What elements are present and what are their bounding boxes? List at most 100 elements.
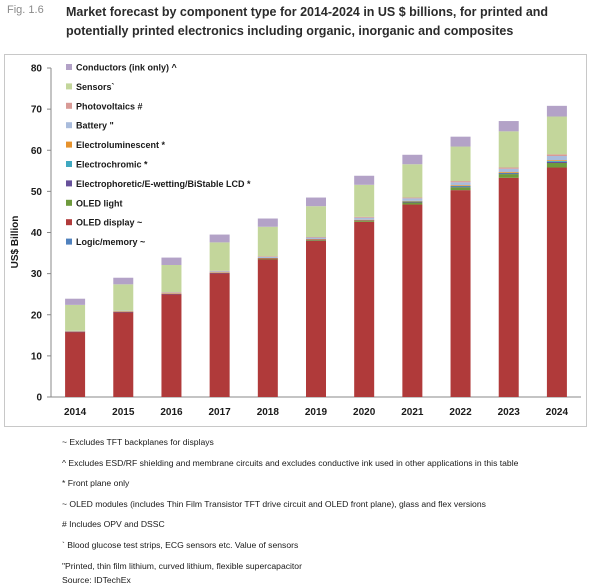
x-tick-label: 2023 [498,407,521,418]
bar-segment [546,167,567,397]
bar-segment [257,256,278,257]
bar-segment [113,310,134,312]
bar-segment [402,164,423,198]
bar-segment [161,257,182,265]
y-tick-label: 50 [31,187,43,198]
bar-segment [450,182,471,186]
bar-segment [113,312,134,397]
bar-segment [402,154,423,165]
bar-segment [209,273,230,397]
y-tick-label: 10 [31,351,43,362]
bar-segment [113,311,134,313]
bar-segment [209,272,230,273]
legend-label: Conductors (ink only) ^ [76,63,177,73]
bar-segment [402,197,423,199]
y-tick-label: 60 [31,146,43,157]
legend-label: Logic/memory ~ [76,237,145,247]
bar-segment [161,294,182,397]
bar-segment [306,239,326,241]
bar-segment [354,184,375,217]
bar-segment [161,292,182,293]
bar-segment [498,131,519,168]
bar-segment [257,259,278,397]
legend-label: Photovoltaics # [76,101,143,111]
bar-segment [306,240,326,397]
x-tick-label: 2017 [209,407,232,418]
bar-segment [306,197,326,207]
legend-swatch [66,64,72,70]
chart-title: Market forecast by component type for 20… [66,5,549,38]
bar-segment [354,221,375,397]
y-tick-label: 0 [36,393,42,404]
legend-swatch [66,141,72,148]
legend: Conductors (ink only) ^ Sensors` Photovolt… [66,63,251,247]
bar-segment [402,201,423,202]
footnote: ~ OLED modules (includes Thin Film Trans… [62,498,486,509]
bar-segment [161,264,182,293]
bar-segment [450,181,471,183]
bar-segment [113,311,134,313]
bar-segment [161,292,182,294]
bar-segment [402,198,423,201]
bar-segment [209,272,230,274]
x-tick-label: 2016 [160,407,183,418]
y-tick-label: 20 [31,310,43,321]
footnote: * Front plane only [62,478,130,489]
x-tick-label: 2022 [449,407,472,418]
legend-swatch [66,238,72,245]
x-axis: 2014 2015 2016 2017 2018 2019 2020 2021 2022 2023… [51,396,581,418]
bar-segment [65,304,86,331]
bar-segment [450,185,471,187]
bar-segment [354,219,375,221]
source-note: Source: IDTechEx [62,575,131,585]
bar-segment [161,293,182,294]
bar-segment [546,161,567,163]
y-tick-label: 80 [31,64,43,75]
bar-segment [161,293,182,295]
bar-segment [498,172,519,173]
figure-label: Fig. 1.6 [7,4,44,16]
bar-segment [498,167,519,169]
bar-segment [450,146,471,182]
bar-segment [209,270,230,272]
x-tick-label: 2019 [305,407,328,418]
legend-swatch [66,199,72,206]
legend-label: Electroluminescent * [76,140,166,150]
x-tick-label: 2015 [112,407,135,418]
bar-segment [257,256,278,258]
legend-swatch [66,122,72,129]
bar-segment [65,298,86,305]
x-tick-label: 2020 [353,407,376,418]
bar-segment [257,226,278,257]
bar-segment [402,202,423,205]
footnote: ~ Excludes TFT backplanes for displays [62,437,214,447]
bar-segment [257,258,278,260]
y-tick-label: 70 [31,105,43,116]
legend-label: Electrophoretic/E-wetting/BiStable LCD * [76,179,251,189]
legend-label: Electrochromic * [76,160,148,170]
bar-segment [65,331,86,332]
bar-segment [498,168,519,173]
bar-segment [498,121,519,132]
legend-swatch [66,161,72,167]
bar-segment [257,218,278,227]
bar-segment [498,174,519,178]
bar-segment [546,162,567,168]
bar-segment [209,242,230,271]
bar-segment [402,204,423,397]
legend-swatch [66,102,72,109]
bar-segment [354,217,375,220]
bar-segment [257,258,278,260]
legend-label: OLED light [76,198,123,208]
bar-segment [306,237,326,238]
bar-segment [354,220,375,222]
y-tick-label: 30 [31,269,43,280]
legend-swatch [66,83,72,90]
bar-segment [257,257,278,259]
legend-label: OLED display ~ [76,218,142,228]
bar-segment [306,237,326,240]
legend-swatch [66,219,72,226]
bars [65,105,567,397]
bar-segment [209,271,230,273]
